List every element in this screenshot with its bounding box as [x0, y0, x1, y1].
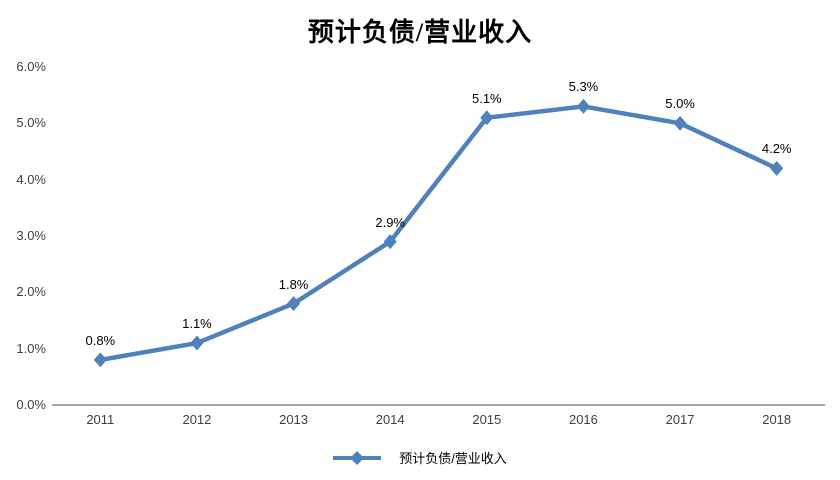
data-point-marker-2015 — [480, 110, 494, 126]
chart-title: 预计负债/营业收入 — [307, 18, 533, 47]
data-label: 5.1% — [471, 90, 502, 106]
x-axis-line — [52, 404, 825, 406]
y-axis-tick-label: 0.0% — [16, 397, 46, 412]
data-label: 2.9% — [375, 214, 405, 230]
data-point-marker-2013 — [287, 296, 301, 312]
x-axis-tick-label: 2016 — [568, 412, 598, 427]
data-label: 1.1% — [182, 316, 212, 332]
series-line — [98, 104, 779, 363]
y-axis-tick-label: 1.0% — [16, 340, 46, 356]
legend: 预计负债/营业收入 — [0, 448, 840, 467]
data-label: 5.0% — [665, 96, 695, 112]
legend-line-marker-icon — [333, 450, 382, 465]
x-axis-tick-label: 2011 — [86, 412, 115, 427]
data-point-marker-2018 — [770, 160, 784, 176]
legend-label: 预计负债/营业收入 — [399, 451, 507, 466]
y-axis-tick-label: 3.0% — [16, 228, 46, 243]
x-axis-tick-label: 2015 — [472, 412, 502, 427]
data-label: 1.8% — [278, 276, 309, 292]
y-axis-tick-label: 6.0% — [16, 59, 46, 74]
x-axis-tick-label: 2018 — [762, 412, 792, 427]
x-axis-tick-label: 2012 — [182, 412, 212, 427]
x-axis-tick-label: 2014 — [375, 412, 405, 427]
data-label: 0.8% — [85, 332, 116, 348]
y-axis-tick-label: 5.0% — [16, 115, 46, 131]
y-axis-tick-label: 4.0% — [16, 171, 46, 187]
x-axis-tick-label: 2013 — [279, 412, 309, 427]
data-point-marker-2014 — [383, 234, 397, 250]
data-point-marker-2012 — [190, 335, 204, 351]
data-label: 5.3% — [568, 79, 599, 95]
data-point-marker-2017 — [673, 115, 687, 131]
data-label: 4.2% — [761, 141, 792, 157]
x-axis-tick-label: 2017 — [665, 412, 695, 427]
y-axis-tick-label: 2.0% — [16, 284, 46, 300]
data-point-marker-2011 — [93, 352, 107, 368]
data-point-marker-2016 — [576, 98, 590, 114]
